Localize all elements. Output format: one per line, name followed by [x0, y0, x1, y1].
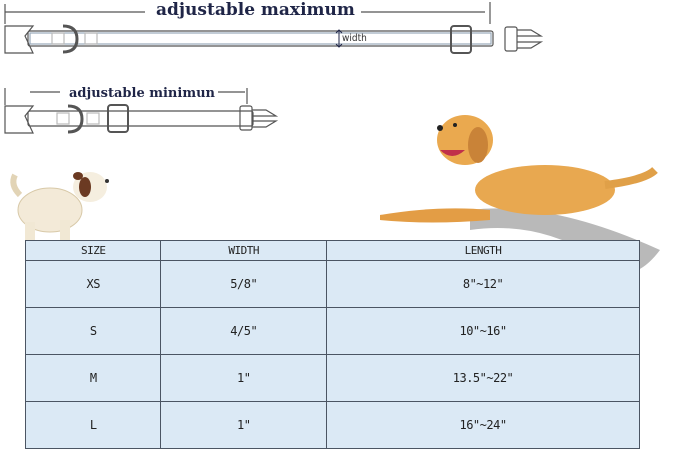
- table-row: L 1" 16"~24": [24, 401, 640, 449]
- header-size: SIZE: [24, 240, 162, 261]
- cell-width: 1": [160, 354, 328, 402]
- size-table: SIZE WIDTH LENGTH XS 5/8" 8"~12" S 4/5" …: [24, 240, 640, 449]
- table-row: S 4/5" 10"~16": [24, 307, 640, 355]
- table-row: XS 5/8" 8"~12": [24, 260, 640, 308]
- table-header-row: SIZE WIDTH LENGTH: [24, 240, 640, 261]
- cell-width: 1": [160, 401, 328, 449]
- cell-size: XS: [24, 260, 162, 308]
- cell-width: 4/5": [160, 307, 328, 355]
- cell-size: M: [24, 354, 162, 402]
- cell-size: S: [24, 307, 162, 355]
- cell-width: 5/8": [160, 260, 328, 308]
- puppy-illustration: [10, 172, 109, 240]
- cell-length: 13.5"~22": [326, 354, 640, 402]
- header-length: LENGTH: [326, 240, 640, 261]
- cell-size: L: [24, 401, 162, 449]
- cell-length: 10"~16": [326, 307, 640, 355]
- width-label: width: [342, 33, 367, 44]
- cell-length: 8"~12": [326, 260, 640, 308]
- adjustable-maximum-label: adjustable maximum: [150, 0, 361, 20]
- cell-length: 16"~24": [326, 401, 640, 449]
- adjustable-minimum-label: adjustable minimun: [66, 86, 218, 101]
- table-row: M 1" 13.5"~22": [24, 354, 640, 402]
- header-width: WIDTH: [160, 240, 328, 261]
